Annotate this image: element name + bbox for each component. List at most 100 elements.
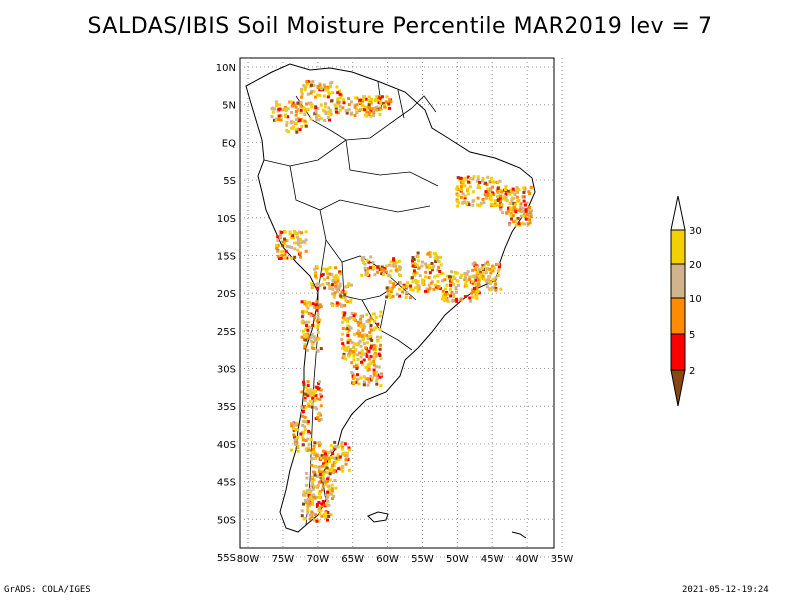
soil-moisture-cell	[522, 222, 526, 226]
soil-moisture-cell	[428, 255, 432, 259]
footer-timestamp: 2021-05-12-19:24	[682, 585, 769, 595]
soil-moisture-cell	[321, 282, 325, 286]
soil-moisture-cell	[369, 326, 372, 330]
soil-moisture-cell	[326, 116, 330, 120]
soil-moisture-cell	[505, 199, 509, 203]
soil-moisture-cell	[417, 266, 421, 270]
soil-moisture-cell	[476, 203, 480, 207]
soil-moisture-cell	[296, 444, 300, 448]
soil-moisture-cell	[467, 203, 471, 207]
soil-moisture-cell	[324, 112, 328, 115]
soil-moisture-cell	[293, 423, 297, 427]
soil-moisture-cell	[497, 273, 501, 277]
soil-moisture-cell	[328, 284, 332, 288]
soil-moisture-cell	[327, 493, 331, 497]
soil-moisture-cell	[313, 316, 316, 320]
soil-moisture-cell	[460, 273, 464, 277]
soil-moisture-cell	[416, 251, 420, 255]
soil-moisture-cell	[319, 388, 323, 392]
soil-moisture-cell	[415, 271, 419, 275]
soil-moisture-cell	[322, 478, 326, 482]
soil-moisture-cell	[314, 106, 318, 110]
soil-moisture-cell	[343, 304, 347, 307]
soil-moisture-cell	[319, 347, 323, 351]
soil-moisture-cell	[478, 181, 482, 184]
soil-moisture-cell	[338, 282, 342, 286]
soil-moisture-cell	[373, 273, 377, 277]
soil-moisture-cell	[311, 487, 315, 491]
soil-moisture-cell	[466, 201, 470, 205]
soil-moisture-cell	[459, 195, 463, 199]
soil-moisture-cell	[353, 312, 357, 316]
soil-moisture-cell	[315, 115, 318, 119]
soil-moisture-cell	[374, 344, 378, 348]
soil-moisture-cell	[501, 211, 505, 215]
soil-moisture-cell	[464, 276, 467, 280]
soil-moisture-cell	[328, 469, 332, 473]
soil-moisture-cell	[364, 346, 368, 350]
soil-moisture-cell	[486, 175, 490, 179]
soil-moisture-cell	[306, 336, 310, 340]
soil-moisture-cell	[515, 195, 519, 199]
soil-moisture-cell	[294, 105, 298, 109]
soil-moisture-cell	[525, 201, 529, 205]
soil-moisture-cell	[432, 264, 436, 268]
soil-moisture-cell	[317, 509, 321, 512]
soil-moisture-cell	[367, 349, 371, 353]
soil-moisture-cell	[463, 272, 467, 275]
soil-moisture-cell	[303, 113, 307, 116]
soil-moisture-cell	[499, 194, 503, 198]
soil-moisture-cell	[529, 185, 533, 189]
soil-moisture-cell	[298, 245, 302, 249]
soil-moisture-cell	[385, 270, 389, 274]
soil-moisture-cell	[373, 326, 377, 330]
soil-moisture-cell	[285, 123, 289, 127]
legend-label-10: 10	[689, 294, 702, 305]
soil-moisture-cell	[342, 98, 346, 102]
lon-tick-label: 70W	[306, 554, 329, 565]
soil-moisture-cell	[306, 446, 310, 450]
soil-moisture-cell	[270, 107, 274, 111]
soil-moisture-cell	[304, 338, 308, 342]
soil-moisture-cell	[350, 361, 354, 365]
lat-tick-label: 45S	[217, 478, 236, 489]
soil-moisture-cell	[361, 328, 365, 332]
soil-moisture-cell	[316, 323, 320, 327]
soil-moisture-cell	[358, 100, 362, 104]
soil-moisture-cell	[409, 284, 413, 288]
soil-moisture-cell	[293, 241, 297, 245]
soil-moisture-cell	[296, 238, 300, 242]
soil-moisture-cell	[318, 93, 322, 97]
soil-moisture-cell	[303, 342, 307, 346]
soil-moisture-cell	[369, 337, 373, 341]
soil-moisture-cell	[334, 284, 338, 288]
soil-moisture-cell	[494, 287, 498, 290]
soil-moisture-cell	[364, 365, 368, 369]
soil-moisture-cell	[305, 390, 309, 394]
soil-moisture-cell	[335, 303, 339, 307]
soil-moisture-cell	[484, 190, 488, 194]
soil-moisture-cell	[365, 354, 369, 358]
soil-moisture-cell	[392, 285, 396, 289]
soil-moisture-cell	[504, 192, 508, 196]
soil-moisture-cell	[290, 256, 294, 260]
soil-moisture-cell	[372, 353, 376, 357]
soil-moisture-cell	[529, 215, 533, 219]
soil-moisture-cell	[344, 346, 348, 350]
soil-moisture-cell	[324, 511, 328, 515]
soil-moisture-cell	[322, 472, 326, 476]
soil-moisture-cell	[305, 80, 309, 84]
soil-moisture-cell	[464, 273, 467, 277]
soil-moisture-cell	[471, 199, 475, 203]
soil-moisture-cell	[528, 192, 532, 195]
soil-moisture-cell	[288, 245, 292, 249]
soil-moisture-cell	[475, 285, 479, 289]
lat-tick-label: 5S	[223, 176, 236, 187]
soil-moisture-cell	[355, 111, 359, 114]
soil-moisture-cell	[388, 263, 391, 267]
soil-moisture-cell	[314, 456, 318, 460]
soil-moisture-cell	[309, 339, 313, 343]
soil-moisture-cell	[307, 448, 311, 452]
soil-moisture-cell	[332, 494, 336, 498]
soil-moisture-cell	[301, 410, 305, 413]
